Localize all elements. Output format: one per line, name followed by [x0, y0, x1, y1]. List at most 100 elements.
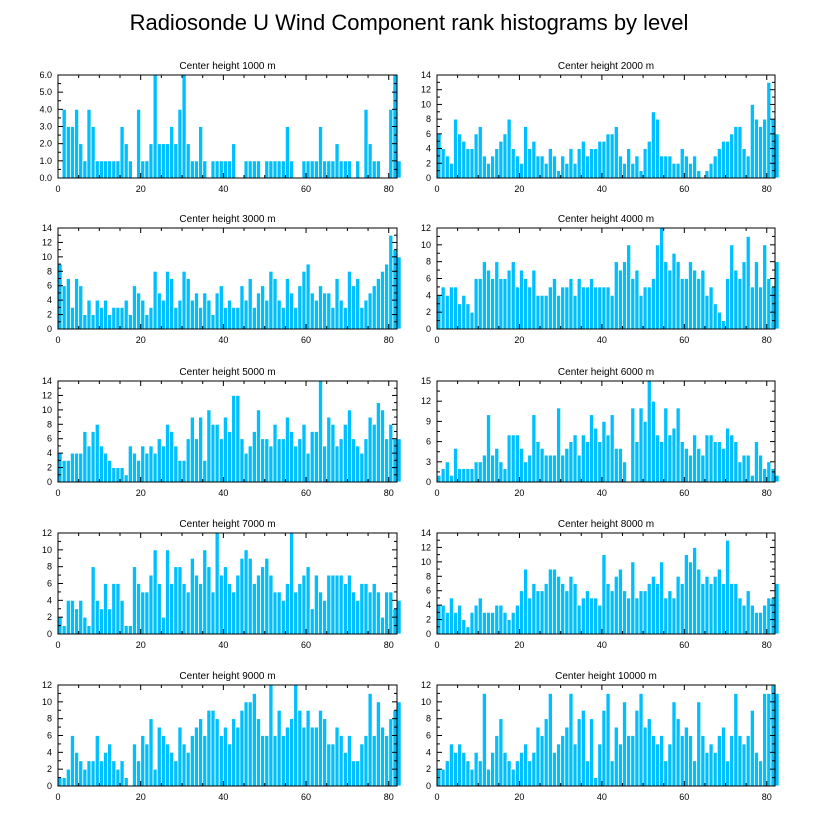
histogram-bar: [667, 269, 673, 330]
histogram-bar: [490, 278, 496, 330]
histogram-bar: [741, 454, 747, 483]
histogram-bar: [576, 148, 582, 179]
histogram-bar: [227, 583, 233, 635]
histogram-bar: [642, 148, 648, 179]
histogram-bar: [453, 286, 459, 330]
histogram-bar: [375, 591, 381, 635]
histogram-bar: [338, 574, 344, 635]
histogram-bar: [650, 575, 656, 635]
histogram-bar: [617, 743, 623, 787]
histogram-bar: [115, 768, 121, 787]
x-tick-label: 60: [679, 184, 689, 194]
histogram-bar: [568, 278, 574, 330]
histogram-bar: [448, 597, 454, 635]
histogram-bar: [202, 292, 208, 330]
histogram-bar: [74, 452, 80, 483]
histogram-bar: [613, 261, 619, 330]
histogram-bar: [712, 575, 718, 635]
histogram-bar: [486, 611, 491, 635]
y-tick-label: 14: [421, 70, 431, 80]
histogram-bar: [355, 445, 361, 483]
histogram-bar: [235, 574, 241, 635]
histogram-bar: [568, 575, 574, 635]
histogram-bar: [547, 454, 553, 483]
histogram-bar: [609, 590, 615, 635]
histogram-bar: [363, 299, 369, 330]
histogram-bar: [448, 743, 454, 787]
y-tick-label: 3.0: [39, 122, 52, 132]
histogram-bar: [367, 143, 373, 179]
histogram-panel: Center height 4000 m 0 20 40 60 80 0 2 4 6 8 10 12: [421, 214, 780, 345]
histogram-bar: [297, 285, 303, 330]
histogram-bar: [531, 583, 537, 635]
histogram-bar: [667, 590, 673, 635]
histogram-bar: [218, 285, 224, 330]
histogram-bar: [667, 434, 673, 483]
histogram-bar: [560, 286, 566, 330]
histogram-bar: [289, 292, 295, 330]
histogram-bar: [650, 400, 656, 483]
x-tick-label: 20: [136, 335, 146, 345]
histogram-bar: [132, 452, 137, 483]
histogram-bar: [330, 574, 336, 635]
histogram-bar: [688, 735, 693, 787]
histogram-bar: [514, 155, 520, 179]
panel-title: Center height 2000 m: [558, 61, 654, 72]
histogram-bar: [704, 294, 710, 330]
x-tick-label: 0: [55, 488, 60, 498]
histogram-bar: [692, 434, 698, 483]
y-tick-label: 2: [426, 764, 431, 774]
histogram-bar: [227, 431, 233, 483]
histogram-bar: [235, 306, 241, 330]
histogram-bar: [330, 743, 336, 787]
histogram-bar: [749, 709, 755, 787]
y-tick-label: 0: [47, 781, 52, 791]
histogram-bar: [218, 160, 224, 179]
histogram-bar: [609, 414, 615, 483]
histogram-bar: [86, 760, 92, 787]
histogram-bar: [152, 452, 158, 483]
histogram-bar: [144, 314, 150, 330]
histogram-bar: [318, 709, 323, 787]
y-tick-label: 2: [47, 612, 52, 622]
histogram-bar: [384, 735, 390, 787]
histogram-bar: [140, 591, 146, 635]
histogram-bar: [749, 474, 755, 483]
histogram-bar: [758, 454, 764, 483]
histogram-bar: [318, 380, 323, 483]
histogram-bar: [202, 459, 208, 483]
histogram-bar: [148, 718, 154, 787]
y-tick-label: 2: [426, 307, 431, 317]
y-tick-label: 4: [426, 600, 431, 610]
histogram-bar: [313, 726, 319, 787]
histogram-bar: [218, 574, 224, 635]
histogram-bar: [758, 611, 764, 635]
histogram-bar: [535, 590, 541, 635]
histogram-bar: [448, 286, 454, 330]
histogram-bar: [90, 431, 96, 483]
histogram-bar: [650, 735, 656, 787]
panel-title: Center height 9000 m: [179, 671, 275, 682]
y-tick-label: 0: [426, 477, 431, 487]
histogram-bar: [264, 438, 270, 483]
histogram-bar: [494, 735, 500, 787]
histogram-bar: [115, 583, 121, 635]
histogram-bar: [251, 431, 257, 483]
histogram-bar: [210, 709, 216, 787]
histogram-bar: [733, 269, 739, 330]
histogram-bar: [140, 160, 146, 179]
histogram-bar: [622, 701, 628, 787]
histogram-panel: Center height 2000 m 0 20 40 60 80 0 2 4 6 8 10 12 14: [421, 61, 780, 194]
histogram-bar: [98, 306, 104, 330]
histogram-bar: [194, 292, 199, 330]
histogram-bar: [725, 539, 731, 635]
panel-title: Center height 8000 m: [558, 519, 654, 530]
histogram-bar: [659, 561, 665, 635]
histogram-bar: [453, 751, 459, 787]
histogram-bar: [119, 760, 125, 787]
histogram-bar: [90, 566, 96, 635]
histogram-bar: [309, 431, 315, 483]
histogram-bar: [547, 148, 553, 179]
histogram-bar: [580, 140, 586, 179]
histogram-bar: [127, 160, 133, 179]
